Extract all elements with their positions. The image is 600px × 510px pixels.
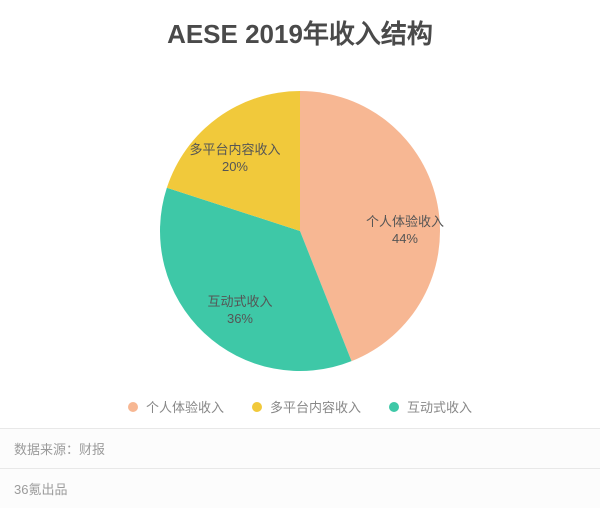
credit-line: 36氪出品	[0, 468, 600, 508]
slice-label-name: 个人体验收入	[366, 214, 444, 231]
legend-swatch	[252, 402, 262, 412]
legend-item: 多平台内容收入	[252, 397, 361, 416]
slice-label-pct: 36%	[207, 311, 272, 328]
legend-label: 互动式收入	[407, 397, 472, 416]
legend-item: 个人体验收入	[128, 397, 224, 416]
legend-label: 多平台内容收入	[270, 397, 361, 416]
pie-chart: 个人体验收入44% 互动式收入36% 多平台内容收入20%	[0, 51, 600, 391]
slice-label: 多平台内容收入20%	[189, 142, 280, 176]
source-line: 数据来源：财报	[0, 428, 600, 468]
legend-swatch	[389, 402, 399, 412]
legend-label: 个人体验收入	[146, 397, 224, 416]
slice-label-name: 多平台内容收入	[189, 142, 280, 159]
chart-title: AESE 2019年收入结构	[0, 0, 600, 51]
slice-label: 互动式收入36%	[207, 294, 272, 328]
pie-svg	[0, 51, 600, 391]
slice-label-pct: 44%	[366, 231, 444, 248]
legend-item: 互动式收入	[389, 397, 472, 416]
slice-label-name: 互动式收入	[207, 294, 272, 311]
legend: 个人体验收入 多平台内容收入 互动式收入	[0, 391, 600, 428]
slice-label: 个人体验收入44%	[366, 214, 444, 248]
slice-label-pct: 20%	[189, 159, 280, 176]
legend-swatch	[128, 402, 138, 412]
